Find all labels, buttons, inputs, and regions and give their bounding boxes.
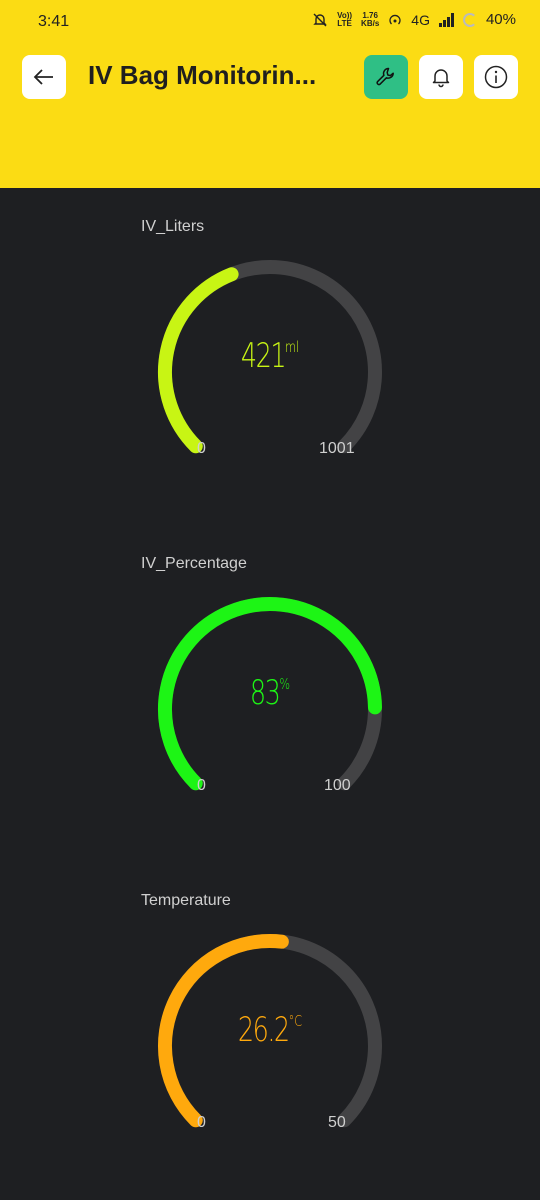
status-time: 3:41 xyxy=(38,13,70,30)
gauge-fill xyxy=(157,267,239,454)
gauge-dial xyxy=(158,597,382,791)
gauge-dial xyxy=(157,934,382,1128)
gauge-max: 100 xyxy=(324,777,351,794)
settings-button[interactable] xyxy=(364,55,408,99)
hotspot-icon xyxy=(389,14,401,24)
gauge-value: 421ml xyxy=(240,336,300,376)
gauge-label: IV_Percentage xyxy=(141,555,247,572)
gauge-min: 0 xyxy=(197,777,206,794)
back-button[interactable] xyxy=(22,55,66,99)
app-header: 3:41 Vo)) LTE 1.76 KB/s 4G 40% xyxy=(0,0,540,188)
battery-percent: 40% xyxy=(485,11,516,28)
speed-indicator: 1.76 KB/s xyxy=(361,10,380,28)
gauge-label: IV_Liters xyxy=(141,218,205,235)
bell-icon xyxy=(432,69,450,88)
gauge-max: 1001 xyxy=(319,440,355,457)
mute-icon xyxy=(313,13,327,26)
info-button[interactable] xyxy=(474,55,518,99)
gauge-widget-temperature: Temperature 26.2°C 0 50 xyxy=(0,892,540,1192)
gauge-widget-iv-percentage: IV_Percentage 83% 0 100 xyxy=(0,555,540,855)
volte-indicator: Vo)) LTE xyxy=(337,10,353,28)
battery-icon xyxy=(462,12,477,27)
gauge-max: 50 xyxy=(328,1114,346,1131)
info-icon xyxy=(484,65,508,89)
network-type: 4G xyxy=(411,11,430,28)
gauge-label: Temperature xyxy=(141,892,231,909)
gauge-value: 26.2°C xyxy=(237,1010,303,1050)
gauge-fill xyxy=(157,934,289,1128)
gauge-fill xyxy=(158,597,382,791)
status-bar: 3:41 Vo)) LTE 1.76 KB/s 4G 40% xyxy=(0,0,540,44)
gauge-min: 0 xyxy=(197,440,206,457)
page-title: IV Bag Monitorin... xyxy=(88,60,317,90)
gauge-widget-iv-liters: IV_Liters 421ml 0 1001 xyxy=(0,218,540,518)
status-icons: Vo)) LTE 1.76 KB/s 4G 40% xyxy=(312,11,516,28)
gauge-min: 0 xyxy=(197,1114,206,1131)
notifications-button[interactable] xyxy=(419,55,463,99)
signal-icon xyxy=(438,12,454,27)
gauge-dial xyxy=(157,260,382,454)
gauge-value: 83% xyxy=(249,673,291,713)
arrow-left-icon xyxy=(33,69,53,85)
wrench-icon xyxy=(376,67,394,86)
